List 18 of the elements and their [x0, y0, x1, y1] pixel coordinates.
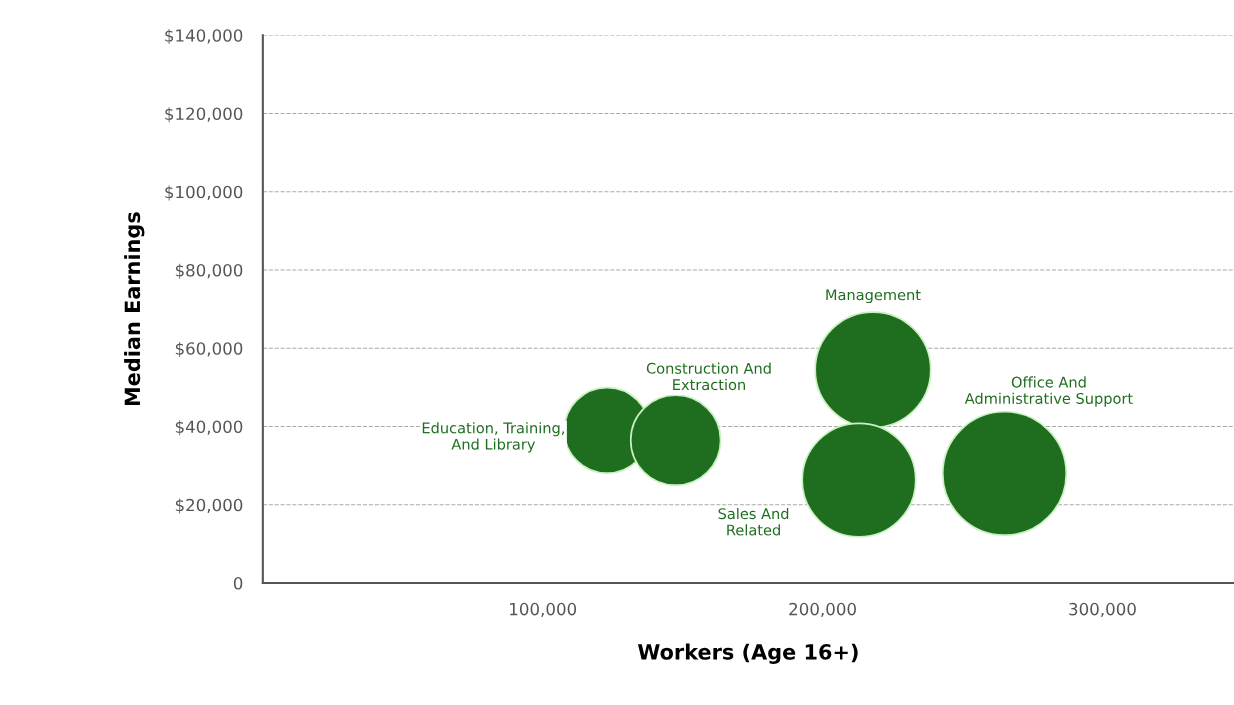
series-label: Construction And Extraction — [646, 362, 771, 391]
y-axis-title: Median Earnings — [124, 212, 145, 406]
y-tick-label: $20,000 — [175, 498, 243, 514]
y-tick-label: $60,000 — [175, 341, 243, 358]
y-tick-label: $120,000 — [165, 107, 243, 123]
y-tick-label: $140,000 — [165, 28, 243, 45]
x-tick-label: 200,000 — [789, 602, 856, 618]
y-tick-label: $100,000 — [165, 185, 243, 201]
series-label: Sales And Related — [718, 507, 789, 536]
x-tick-label: 100,000 — [510, 602, 577, 618]
y-tick-label: $40,000 — [175, 420, 243, 436]
series-label: Management — [826, 289, 921, 304]
x-axis-title: Workers (Age 16+) — [638, 643, 858, 664]
y-tick-label: 0 — [233, 577, 243, 590]
series-label: Office And Administrative Support — [964, 376, 1133, 407]
series-label: Education, Training, And Library — [422, 422, 564, 453]
y-tick-label: $80,000 — [175, 263, 243, 279]
x-tick-label: 300,000 — [1069, 602, 1136, 618]
